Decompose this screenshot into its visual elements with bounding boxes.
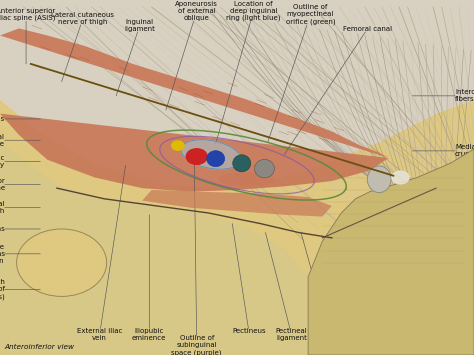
Text: Psoas: Psoas [0, 226, 40, 232]
Ellipse shape [233, 155, 251, 172]
Polygon shape [0, 28, 389, 192]
Text: Pubic
tubercle: Pubic tubercle [382, 206, 410, 342]
Text: Location of
deep inguinal
ring (light blue): Location of deep inguinal ring (light bl… [216, 1, 281, 144]
Text: Anterior inferior
iliac spine: Anterior inferior iliac spine [0, 178, 40, 191]
Text: Iliacus: Iliacus [0, 116, 40, 122]
Polygon shape [181, 140, 241, 169]
Text: Medial
crus: Medial crus [412, 144, 474, 157]
Circle shape [172, 141, 184, 150]
Text: Iliopubic
eminence: Iliopubic eminence [132, 215, 166, 342]
Text: Anteroinferior view: Anteroinferior view [5, 344, 75, 350]
Text: Anterior superior
Iliac spine (ASIS): Anterior superior Iliac spine (ASIS) [0, 8, 56, 64]
Text: Inguinal
ligament: Inguinal ligament [116, 19, 155, 96]
Text: Lateral cutaneous
nerve of thigh: Lateral cutaneous nerve of thigh [52, 12, 114, 82]
Text: Intercrural
fibers: Intercrural fibers [412, 89, 474, 102]
Polygon shape [142, 190, 332, 217]
Ellipse shape [218, 172, 275, 186]
Circle shape [186, 149, 207, 164]
Text: Lateral
crus: Lateral crus [350, 209, 375, 342]
Text: External iliac
artery: External iliac artery [0, 155, 40, 168]
Text: Groove
for psoas
tendon: Groove for psoas tendon [0, 244, 40, 264]
Text: Pectineal
ligament: Pectineal ligament [265, 233, 307, 342]
Text: Iliopectineal
arch: Iliopectineal arch [0, 201, 40, 214]
Text: Outline of
subinguinal
space (purple): Outline of subinguinal space (purple) [172, 162, 222, 355]
Polygon shape [0, 142, 308, 355]
Text: Aponeurosis
of external
oblique: Aponeurosis of external oblique [166, 1, 218, 110]
Text: External iliac
vein: External iliac vein [77, 165, 126, 342]
Text: Pectineus: Pectineus [232, 224, 265, 334]
Polygon shape [308, 149, 474, 355]
Text: Superficial
inguinal ring
(with reflected
inguinal
ligament in
posterior wall): Superficial inguinal ring (with reflecte… [417, 220, 474, 266]
Ellipse shape [367, 166, 391, 192]
Polygon shape [0, 99, 474, 355]
Text: Outline of
myopectineal
orifice (green): Outline of myopectineal orifice (green) [268, 4, 335, 142]
Ellipse shape [255, 159, 274, 178]
Ellipse shape [207, 151, 225, 167]
Text: Femoral
nerve: Femoral nerve [0, 134, 40, 147]
Circle shape [392, 171, 409, 184]
Text: Femoral canal: Femoral canal [284, 26, 392, 154]
Circle shape [17, 229, 107, 296]
Text: Pubic
crest: Pubic crest [417, 185, 474, 198]
Polygon shape [0, 0, 474, 188]
Text: Lacunar
ligament: Lacunar ligament [301, 233, 345, 342]
Text: Acetabulum (with
which the head of
the femur articulates): Acetabulum (with which the head of the f… [0, 279, 40, 300]
